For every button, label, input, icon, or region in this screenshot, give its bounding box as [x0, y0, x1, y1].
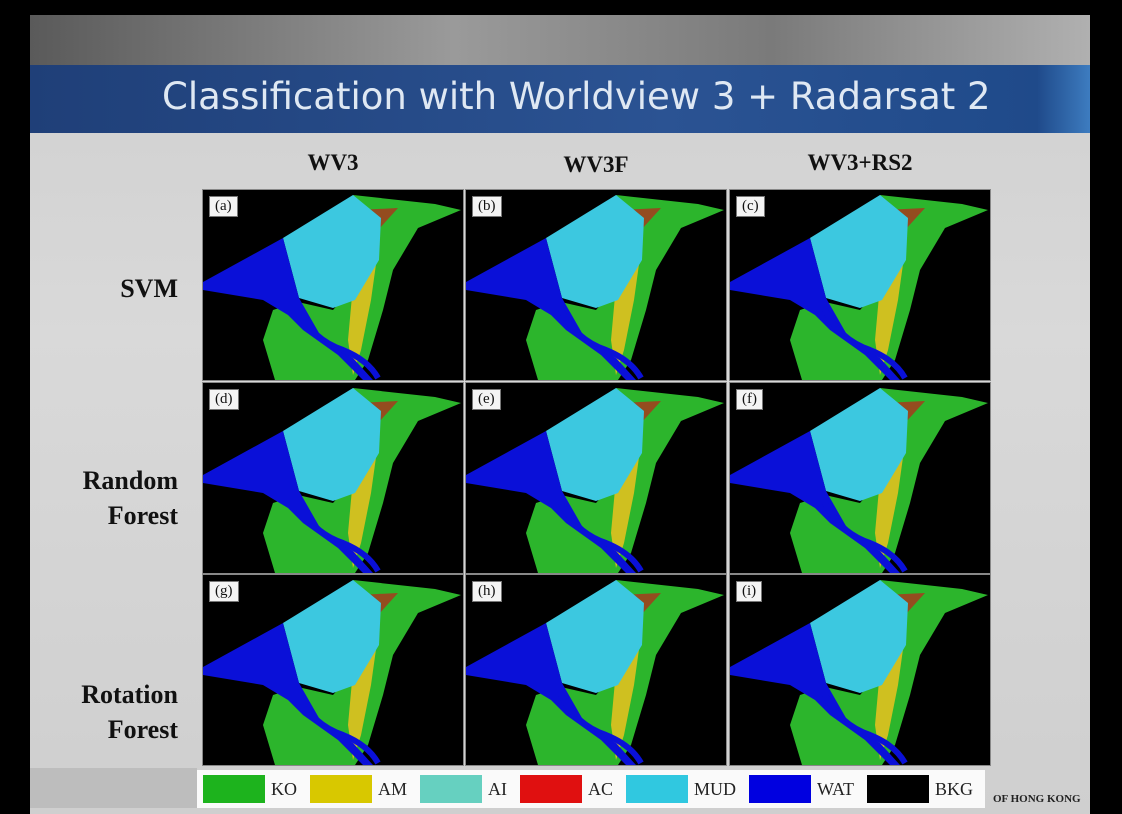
legend-label: BKG — [935, 778, 974, 799]
map-panel: (b) — [465, 189, 727, 381]
legend-item: MUD — [626, 775, 736, 803]
row-header: Rotation Forest — [81, 680, 178, 744]
panel-label: (e) — [472, 389, 501, 410]
footer: OF HONG KONG — [993, 793, 1081, 805]
legend-item: AC — [520, 775, 613, 803]
classification-map — [466, 190, 726, 380]
panel-label: (a) — [209, 196, 238, 217]
classification-map — [466, 383, 726, 573]
legend-label: KO — [271, 778, 297, 799]
legend-item: BKG — [867, 775, 973, 803]
map-panel: (h) — [465, 574, 727, 766]
legend: KO AM AI AC MUD WAT BKG — [197, 770, 985, 808]
legend-label: AM — [378, 778, 408, 799]
classification-map — [203, 190, 463, 380]
map-panel: (d) — [202, 382, 464, 574]
panel-label: (b) — [472, 196, 502, 217]
row-header: Random Forest — [82, 466, 178, 530]
row-header: SVM — [120, 274, 178, 303]
panel-label: (i) — [736, 581, 763, 602]
slide: Classification with Worldview 3 + Radars… — [30, 15, 1090, 814]
classification-map — [730, 190, 990, 380]
panel-label: (g) — [209, 581, 239, 602]
column-header: WV3F — [563, 152, 629, 177]
classification-map — [730, 383, 990, 573]
slide-title: Classification with Worldview 3 + Radars… — [162, 75, 991, 118]
panel-label: (d) — [209, 389, 239, 410]
map-panel: (g) — [202, 574, 464, 766]
legend-item: AM — [310, 775, 407, 803]
panel-label: (c) — [736, 196, 765, 217]
legend-item: WAT — [749, 775, 854, 803]
legend-label: AC — [588, 778, 614, 799]
title-bar — [30, 65, 1090, 133]
legend-label: WAT — [817, 778, 855, 799]
legend-label: AI — [488, 778, 508, 799]
map-panel: (c) — [729, 189, 991, 381]
classification-map — [203, 575, 463, 765]
panel-label: (f) — [736, 389, 763, 410]
panel-label: (h) — [472, 581, 502, 602]
column-header: WV3 — [307, 150, 359, 175]
banner — [30, 15, 1090, 65]
map-panel: (f) — [729, 382, 991, 574]
map-panel: (i) — [729, 574, 991, 766]
classification-map — [203, 383, 463, 573]
player-controls — [30, 768, 197, 808]
legend-label: MUD — [694, 778, 737, 799]
map-panel: (a) — [202, 189, 464, 381]
map-panel: (e) — [465, 382, 727, 574]
classification-map — [466, 575, 726, 765]
legend-item: KO — [203, 775, 297, 803]
classification-map — [730, 575, 990, 765]
column-header: WV3+RS2 — [807, 150, 913, 175]
legend-item: AI — [420, 775, 507, 803]
